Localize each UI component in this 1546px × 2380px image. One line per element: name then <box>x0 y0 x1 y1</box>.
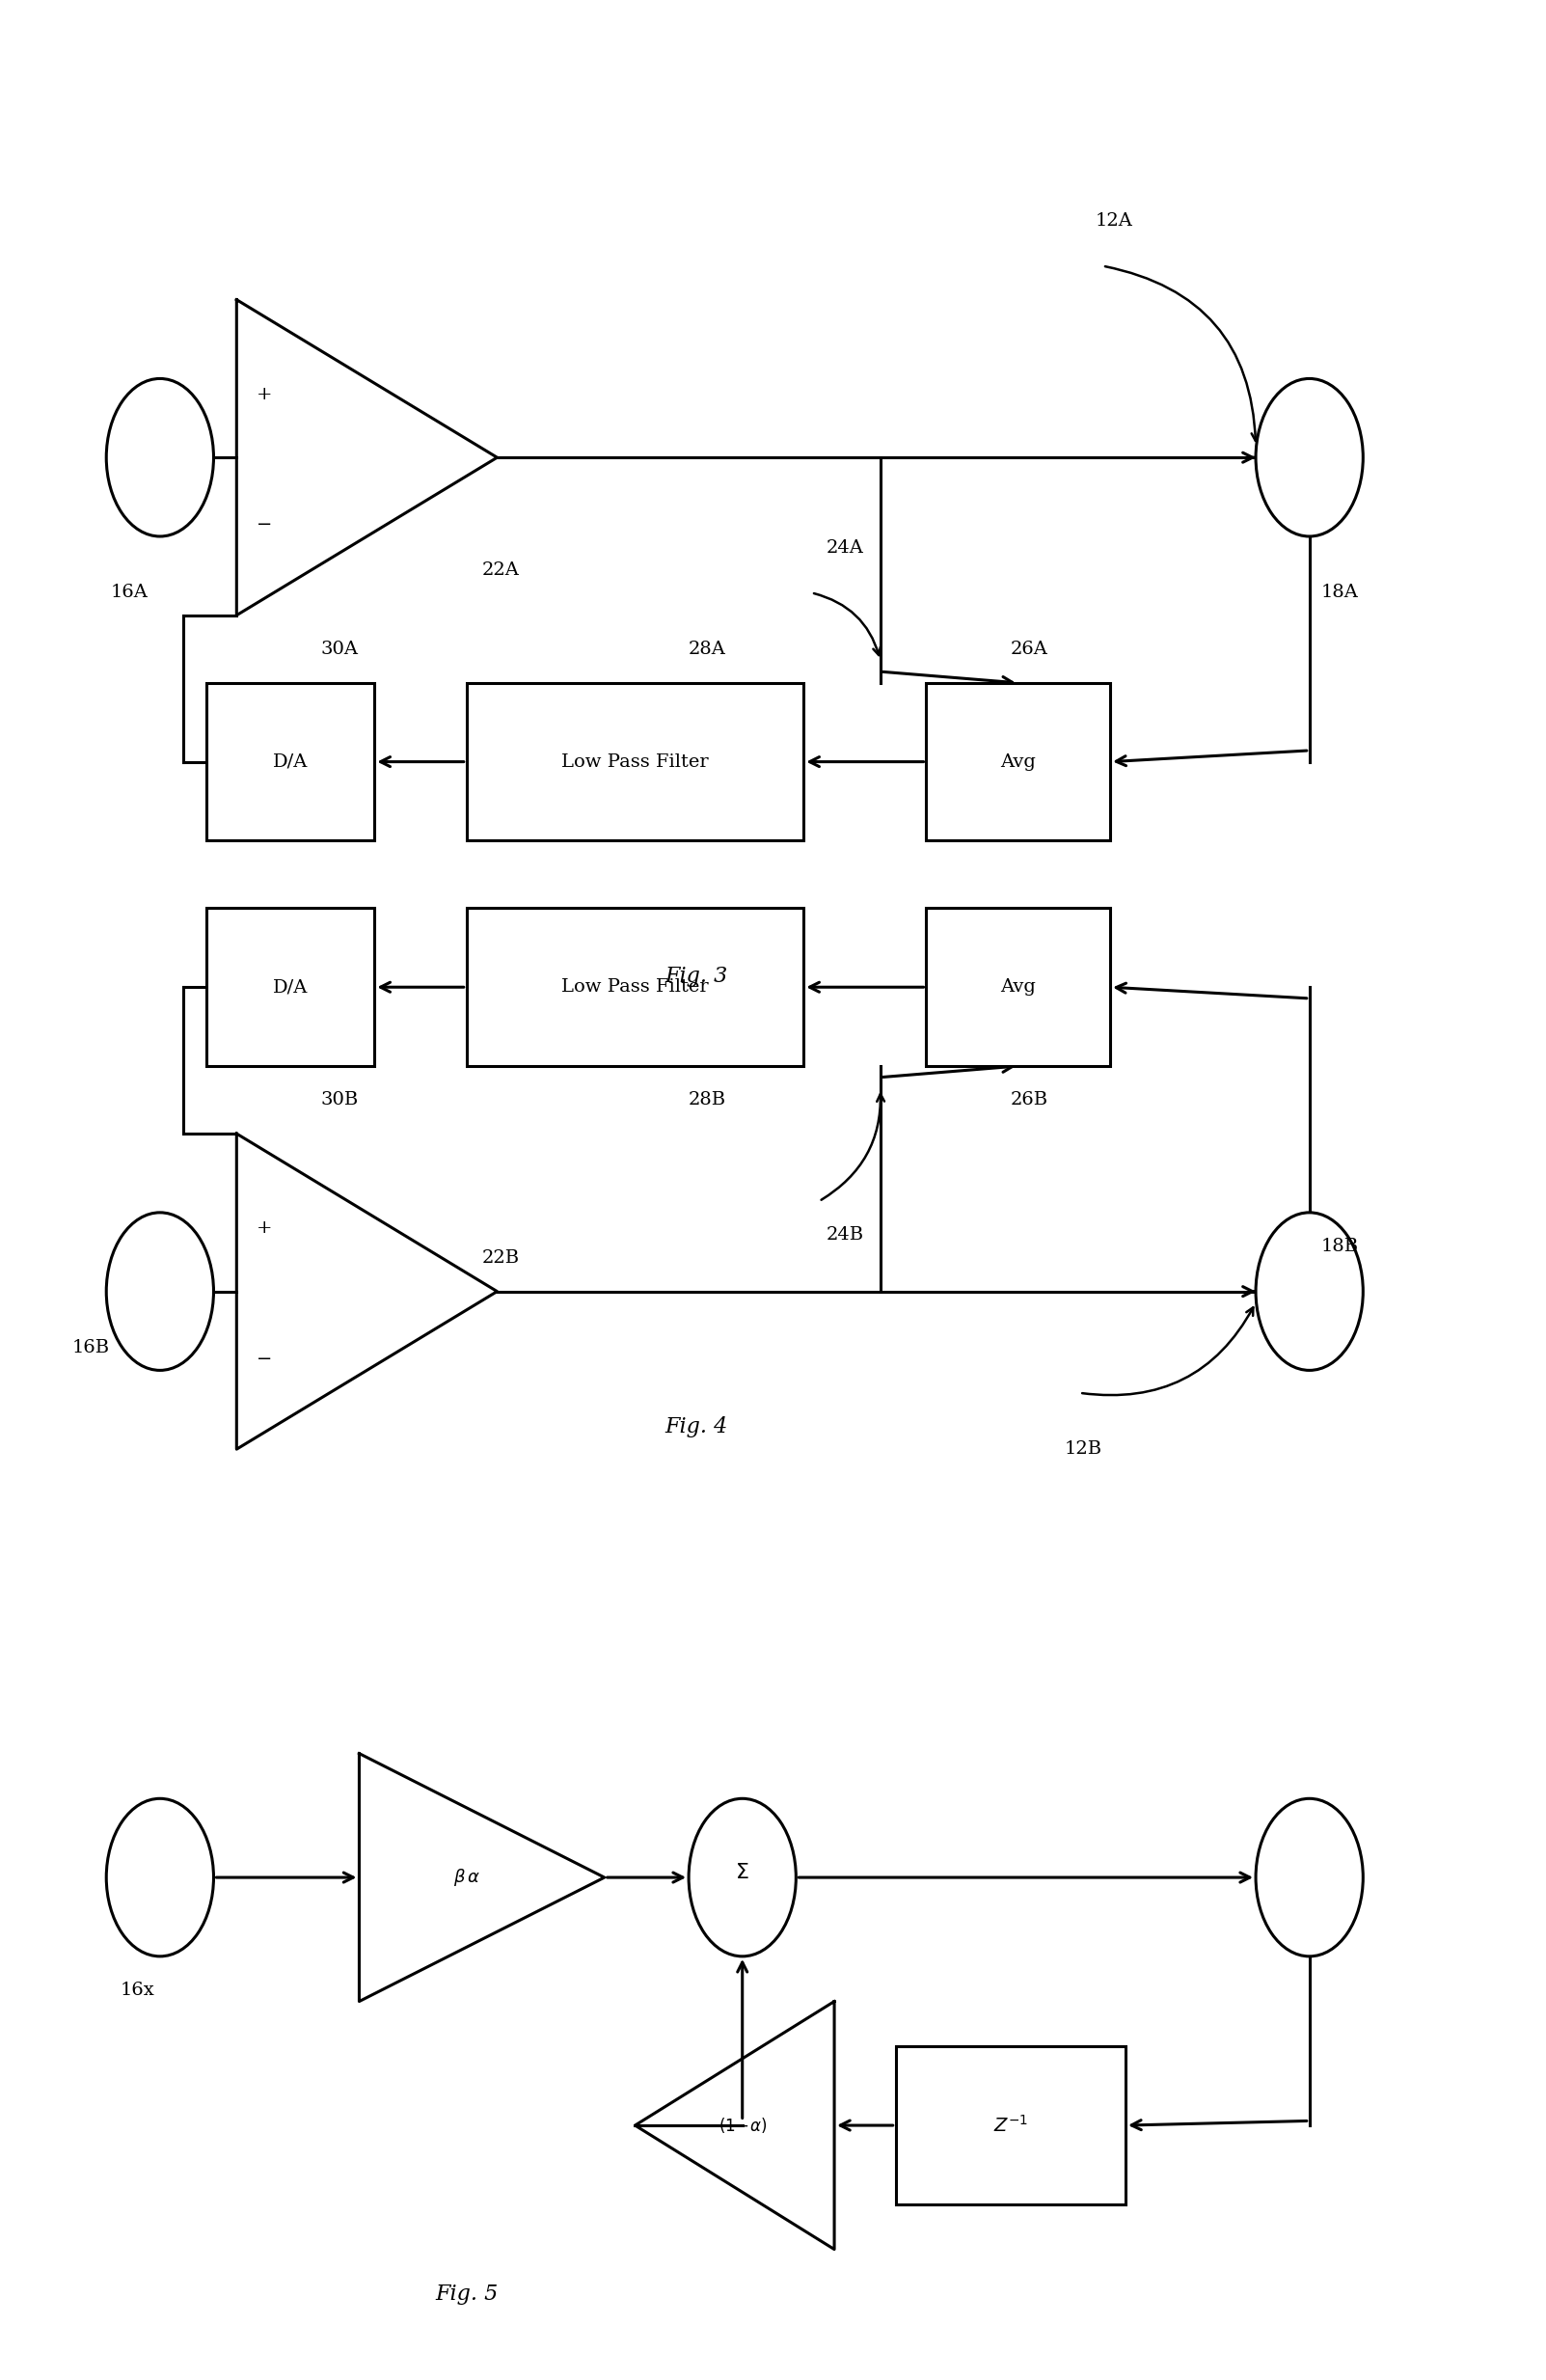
Text: 30A: 30A <box>322 640 359 657</box>
Text: 26B: 26B <box>1011 1090 1048 1109</box>
Text: $(1\!-\!\alpha)$: $(1\!-\!\alpha)$ <box>719 2116 767 2135</box>
Text: 12A: 12A <box>1095 212 1132 228</box>
Text: Avg: Avg <box>1000 752 1036 771</box>
Circle shape <box>688 1799 796 1956</box>
Text: 30B: 30B <box>322 1090 359 1109</box>
Text: $\beta\,\alpha$: $\beta\,\alpha$ <box>453 1866 479 1887</box>
Text: +: + <box>257 386 272 402</box>
Text: Low Pass Filter: Low Pass Filter <box>561 752 708 771</box>
Text: 18A: 18A <box>1322 583 1359 602</box>
Polygon shape <box>237 1133 498 1449</box>
Text: $\Sigma$: $\Sigma$ <box>736 1861 750 1883</box>
Circle shape <box>107 1799 213 1956</box>
Text: D/A: D/A <box>272 978 308 995</box>
Polygon shape <box>359 1754 604 2002</box>
Bar <box>206 683 374 840</box>
Circle shape <box>107 1211 213 1371</box>
Text: $Z^{-1}$: $Z^{-1}$ <box>993 2116 1028 2135</box>
Text: 16A: 16A <box>111 583 148 602</box>
Text: Fig. 4: Fig. 4 <box>665 1416 728 1438</box>
Bar <box>467 909 804 1066</box>
Text: −: − <box>257 516 272 533</box>
Text: D/A: D/A <box>272 752 308 771</box>
Text: 28B: 28B <box>688 1090 727 1109</box>
Text: Fig. 5: Fig. 5 <box>434 2285 498 2304</box>
Text: 24B: 24B <box>827 1226 864 1245</box>
Text: 22A: 22A <box>482 562 519 578</box>
Bar <box>895 2047 1125 2204</box>
Circle shape <box>1255 1799 1364 1956</box>
Circle shape <box>107 378 213 536</box>
Text: 24A: 24A <box>827 538 864 557</box>
Text: 22B: 22B <box>482 1250 519 1266</box>
Circle shape <box>1255 378 1364 536</box>
Text: Fig. 3: Fig. 3 <box>665 966 728 985</box>
Bar <box>926 683 1110 840</box>
Text: 16x: 16x <box>119 1983 155 1999</box>
Text: +: + <box>257 1219 272 1238</box>
Text: −: − <box>257 1349 272 1368</box>
Bar <box>206 909 374 1066</box>
Bar <box>467 683 804 840</box>
Text: 12B: 12B <box>1064 1440 1102 1459</box>
Bar <box>926 909 1110 1066</box>
Text: 26A: 26A <box>1011 640 1048 657</box>
Text: Avg: Avg <box>1000 978 1036 995</box>
Text: Low Pass Filter: Low Pass Filter <box>561 978 708 995</box>
Circle shape <box>1255 1211 1364 1371</box>
Polygon shape <box>237 300 498 616</box>
Text: 28A: 28A <box>688 640 727 657</box>
Text: 18B: 18B <box>1322 1238 1359 1254</box>
Text: 16B: 16B <box>73 1340 110 1357</box>
Polygon shape <box>635 2002 835 2249</box>
